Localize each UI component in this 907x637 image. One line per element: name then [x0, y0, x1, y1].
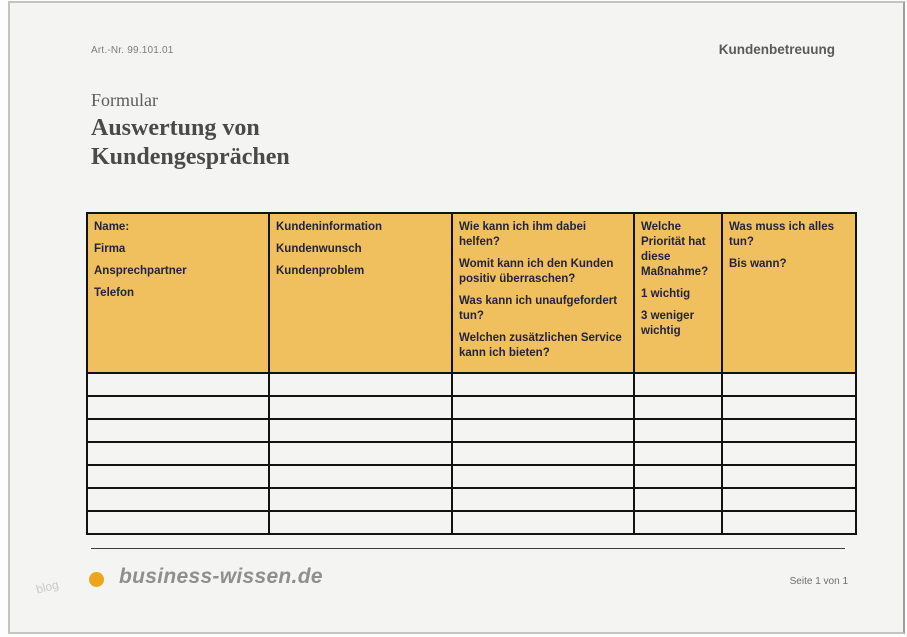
empty-cell: [721, 372, 857, 397]
footer-divider: [91, 548, 845, 549]
header-line: Firma: [94, 243, 126, 255]
header-cell-hilfe-fragen: Wie kann ich ihm dabei helfen? Womit kann…: [451, 212, 635, 374]
form-table: Name: Firma Ansprechpartner Telefon Kundenin…: [86, 212, 857, 535]
empty-cell: [86, 372, 270, 397]
table-row: [86, 395, 857, 420]
header-line: Was muss ich alles tun?: [729, 221, 835, 248]
empty-cell: [633, 372, 723, 397]
header-line: Kundeninformation: [276, 221, 383, 233]
empty-cell: [268, 395, 453, 420]
title-line-2: Kundengesprächen: [91, 144, 290, 170]
empty-cell: [633, 487, 723, 512]
empty-cell: [721, 441, 857, 466]
table-row: [86, 487, 857, 512]
header-line: Wie kann ich ihm dabei helfen?: [459, 221, 587, 248]
doc-type-label: Formular: [91, 90, 158, 110]
header-line: Name:: [94, 221, 130, 233]
brand-logo-text: business-wissen.de: [119, 565, 323, 588]
empty-cell: [86, 464, 270, 489]
empty-cell: [86, 510, 270, 535]
empty-cell: [86, 441, 270, 466]
empty-cell: [721, 464, 857, 489]
empty-cell: [268, 464, 453, 489]
header-line: Kundenproblem: [276, 265, 365, 277]
empty-cell: [721, 395, 857, 420]
table-row: [86, 372, 857, 397]
title-line-1: Auswertung von: [91, 115, 260, 141]
empty-cell: [451, 372, 635, 397]
header-line: 3 weniger wichtig: [641, 310, 695, 337]
table-row: [86, 464, 857, 489]
header-line: Welche Priorität hat diese Maßnahme?: [641, 221, 709, 278]
header-line: 1 wichtig: [641, 288, 691, 300]
header-cell-kundeninformation: Kundeninformation Kundenwunsch Kundenprobl…: [268, 212, 453, 374]
header-line: Welchen zusätzlichen Service kann ich bi…: [459, 332, 622, 359]
page-indicator: Seite 1 von 1: [789, 576, 848, 587]
empty-cell: [86, 418, 270, 443]
empty-cell: [633, 441, 723, 466]
header-cell-prioritaet: Welche Priorität hat diese Maßnahme? 1 wi…: [633, 212, 723, 374]
empty-cell: [268, 418, 453, 443]
title-block: Formular Auswertung von Kundengesprächen: [91, 90, 290, 172]
empty-cell: [721, 510, 857, 535]
header-cell-massnahmen: Was muss ich alles tun? Bis wann?: [721, 212, 857, 374]
empty-cell: [268, 487, 453, 512]
empty-cell: [451, 487, 635, 512]
header-line: Ansprechpartner: [94, 265, 187, 277]
empty-cell: [86, 395, 270, 420]
empty-cell: [721, 487, 857, 512]
table-row: [86, 510, 857, 535]
header-line: Womit kann ich den Kunden positiv überra…: [459, 258, 614, 285]
empty-cell: [633, 395, 723, 420]
empty-cell: [268, 510, 453, 535]
table-row: [86, 418, 857, 443]
empty-cell: [451, 395, 635, 420]
empty-cell: [268, 441, 453, 466]
brand-dot-icon: [89, 572, 104, 587]
document-page: Art.-Nr. 99.101.01 Kundenbetreuung Formu…: [8, 1, 905, 634]
empty-cell: [451, 441, 635, 466]
empty-cell: [633, 464, 723, 489]
table-header-row: Name: Firma Ansprechpartner Telefon Kundenin…: [86, 212, 857, 374]
empty-cell: [451, 464, 635, 489]
header-line: Telefon: [94, 287, 135, 299]
article-number: Art.-Nr. 99.101.01: [91, 45, 174, 56]
empty-cell: [633, 510, 723, 535]
empty-cell: [268, 372, 453, 397]
empty-cell: [451, 510, 635, 535]
header-line: Kundenwunsch: [276, 243, 362, 255]
page-title: Auswertung von Kundengesprächen: [91, 114, 290, 172]
empty-cell: [721, 418, 857, 443]
category-label: Kundenbetreuung: [718, 42, 835, 57]
header-cell-kontakt: Name: Firma Ansprechpartner Telefon: [86, 212, 270, 374]
empty-cell: [633, 418, 723, 443]
empty-cell: [451, 418, 635, 443]
header-line: Bis wann?: [729, 258, 787, 270]
header-line: Was kann ich unaufgefordert tun?: [459, 295, 618, 322]
blog-watermark: blog: [34, 577, 61, 597]
empty-cell: [86, 487, 270, 512]
table-row: [86, 441, 857, 466]
